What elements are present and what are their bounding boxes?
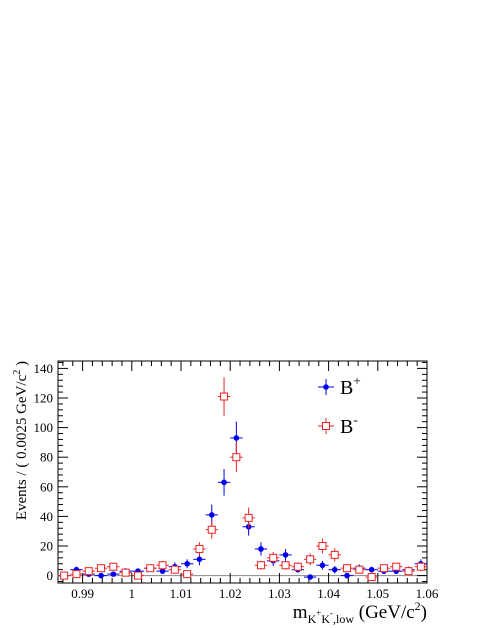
y-axis-title: Events / ( 0.0025 GeV/c2 ) — [12, 361, 30, 520]
x-tick-label: 1.05 — [366, 586, 389, 601]
data-point — [221, 479, 227, 486]
data-point — [282, 552, 289, 558]
plot-frame — [57, 360, 428, 584]
data-point — [281, 561, 290, 570]
data-point — [133, 571, 142, 580]
data-point — [159, 568, 166, 574]
data-point — [344, 572, 350, 579]
y-tick-label: 60 — [40, 479, 53, 494]
legend-b-minus-name: B — [340, 416, 353, 438]
x-axis-title-unit-sup: 2 — [415, 599, 421, 613]
data-point — [330, 550, 339, 559]
data-point — [343, 564, 352, 573]
data-point — [258, 546, 264, 552]
legend-b-minus-label: B- — [340, 412, 358, 438]
x-axis-title-sub-sup2: - — [330, 608, 333, 618]
data-point — [331, 566, 338, 573]
data-point — [208, 512, 215, 518]
y-tick-label: 100 — [34, 420, 54, 435]
legend-b-plus-name: B — [340, 377, 353, 399]
x-axis-title-unit-open: (GeV/c — [354, 602, 415, 623]
data-point — [244, 513, 253, 522]
x-tick-label: 1.06 — [416, 586, 439, 601]
legend-b-plus-marker — [323, 384, 329, 390]
x-tick-label: 1.01 — [170, 586, 193, 601]
data-point — [233, 435, 240, 441]
x-tick-label: 1.02 — [219, 586, 242, 601]
data-point — [269, 553, 278, 562]
legend-entry-b-plus: B+ — [318, 373, 361, 399]
legend-b-plus-sup: + — [353, 373, 360, 388]
y-tick-label: 120 — [34, 391, 54, 406]
data-point — [98, 572, 104, 579]
data-point — [307, 574, 313, 580]
data-point — [109, 562, 118, 571]
y-axis-title-main: Events / ( 0.0025 GeV/c — [14, 374, 30, 520]
x-tick-label: 1 — [129, 586, 136, 601]
data-point — [72, 570, 81, 579]
data-point — [404, 567, 413, 576]
data-point — [84, 567, 93, 576]
data-point — [195, 544, 204, 553]
data-point — [379, 564, 388, 573]
y-tick-labels: 0 20 40 60 80 100 120 140 — [34, 361, 54, 583]
x-axis-title-sub-sup1: + — [316, 608, 321, 618]
series-b-plus — [58, 421, 427, 580]
data-point — [207, 525, 216, 534]
y-tick-label: 20 — [40, 539, 53, 554]
legend-b-minus-marker — [322, 422, 330, 430]
axis-ticks — [58, 361, 428, 583]
data-point — [158, 561, 167, 570]
x-axis-title-main: m — [293, 602, 308, 623]
legend-b-minus-sup: - — [353, 412, 357, 427]
data-point — [220, 392, 229, 401]
data-point — [293, 562, 302, 571]
data-point — [121, 568, 130, 577]
data-point — [146, 564, 155, 573]
y-tick-label: 0 — [47, 568, 54, 583]
x-axis-title-unit-close: ) — [421, 602, 427, 623]
data-point — [368, 566, 375, 573]
data-point — [97, 564, 106, 573]
data-point — [355, 565, 364, 574]
x-axis-title-sub-tail: ,low — [333, 612, 354, 626]
data-point — [60, 571, 69, 580]
x-tick-label: 1.04 — [317, 586, 340, 601]
x-axis-title-sub-mid: K — [321, 612, 330, 626]
data-point — [196, 556, 203, 563]
x-axis-title-sub: K — [308, 612, 317, 626]
y-tick-label: 40 — [40, 509, 53, 524]
data-point — [256, 561, 265, 570]
x-axis-title: mK+K-,low (GeV/c2) — [293, 599, 427, 626]
legend-b-plus-label: B+ — [340, 373, 361, 399]
y-axis-title-close: ) — [14, 361, 30, 370]
x-tick-label: 1.03 — [268, 586, 291, 601]
y-axis-title-sup: 2 — [12, 370, 23, 375]
data-point — [392, 562, 401, 571]
data-point — [318, 542, 327, 550]
legend-entry-b-minus: B- — [318, 412, 358, 438]
y-tick-label: 80 — [40, 450, 53, 465]
data-point — [232, 453, 241, 462]
legend: B+ B- — [318, 373, 361, 438]
x-tick-labels: 0.99 1 1.01 1.02 1.03 1.04 1.05 1.06 — [71, 586, 439, 601]
x-tick-label: 0.99 — [71, 586, 94, 601]
data-point — [319, 562, 326, 569]
data-point — [367, 573, 376, 582]
data-point — [184, 560, 190, 567]
series-b-minus — [58, 377, 427, 582]
data-point — [170, 565, 179, 574]
data-series — [58, 377, 427, 582]
data-point — [110, 571, 117, 577]
y-tick-label: 140 — [34, 361, 54, 376]
data-point — [416, 562, 425, 571]
data-point — [306, 555, 315, 564]
data-point — [183, 570, 192, 579]
